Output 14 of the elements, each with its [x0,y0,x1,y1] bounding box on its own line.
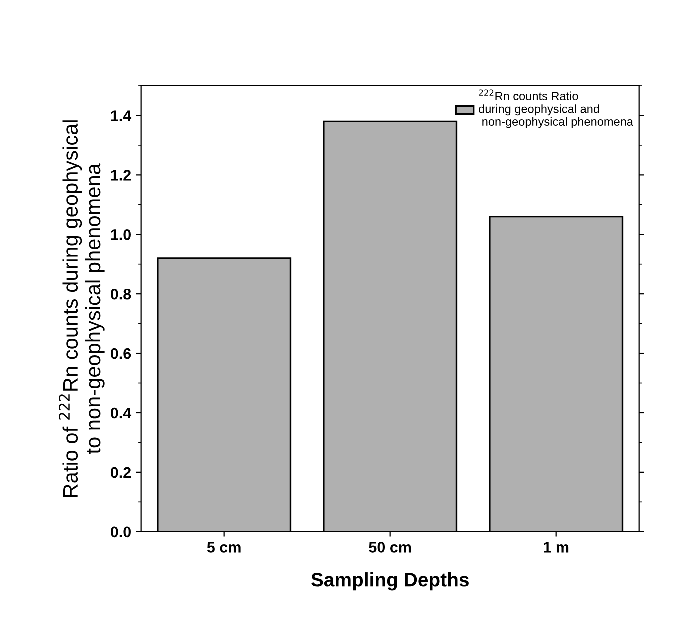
y-tick-label: 1.4 [111,110,132,122]
x-tick-label: 50 cm [369,542,412,553]
y-tick-label: 0.6 [110,348,132,360]
y-tick-label: 1.0 [111,229,131,240]
y-tick-label: 0.4 [110,408,132,419]
x-tick-label: 1 m [544,542,569,553]
y-tick-label: 0.8 [110,288,132,300]
y-tick-label: 0.2 [110,467,131,478]
y-tick-label: 0.0 [110,526,131,538]
x-tick-label: 5 cm [207,542,241,553]
x-axis-title: Sampling Depths [311,572,469,591]
y-axis-title: Ratio of $^{222}$Rn counts during geophysical to non-geophysical phenomena [59,120,105,498]
y-tick-label: 1.2 [111,170,131,181]
legend-label: $^{222}$Rn counts Ratio during geophysical and non-geophysical phenomena [479,90,634,128]
